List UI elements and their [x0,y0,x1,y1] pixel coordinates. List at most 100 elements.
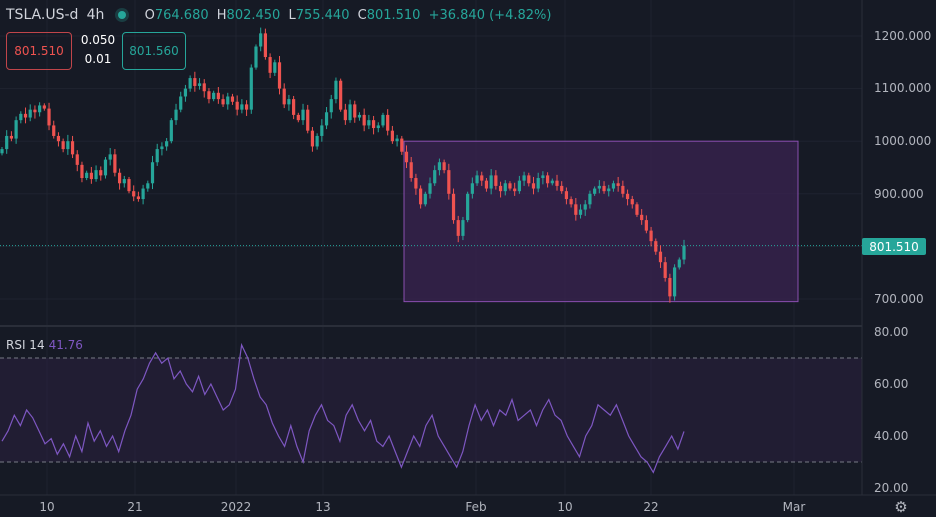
y-tick-label: 700.000 [874,292,924,306]
sell-button[interactable]: 801.510 [6,32,72,70]
symbol-legend: TSLA.US-d 4h O764.680 H802.450 L755.440 … [6,7,551,23]
rsi-legend[interactable]: RSI 14 41.76 [6,338,83,352]
candle-body [593,188,597,194]
candle-body [353,104,357,118]
candle-body [197,83,202,86]
candle-body [541,175,545,179]
candle-body [235,101,239,110]
rsi-tick-label: 40.00 [874,429,909,443]
candle-body [28,109,32,118]
candle-body [635,204,639,215]
candle-body [546,175,550,184]
candle-body [578,209,583,215]
candle-body [292,99,296,115]
x-tick-label: Feb [465,500,487,514]
candle-body [259,33,263,47]
candle-body [306,109,310,131]
candle-body [202,83,206,92]
candle-body [315,135,319,147]
candle-body [47,108,51,126]
candle-body [277,62,282,89]
candle-body [273,62,277,73]
candle-body [672,267,677,297]
candle-body [569,199,573,205]
candle-body [212,92,216,100]
candle-body [150,162,155,184]
low-value: 755.440 [295,8,350,23]
candle-body [644,220,648,231]
candle-body [658,251,663,263]
candle-body [400,138,404,152]
candle-body [117,172,122,184]
interval-label[interactable]: 4h [86,7,105,23]
candle-body [536,178,540,189]
candle-body [0,149,4,154]
candle-body [390,130,394,142]
candle-body [682,245,686,260]
candle-body [38,105,42,113]
candle-body [165,141,169,147]
candle-body [334,80,338,100]
candle-body [94,170,98,180]
candle-body [654,241,658,252]
rsi-tick-label: 60.00 [874,377,909,391]
candle-body [301,109,305,121]
candle-body [461,220,465,236]
candle-body [677,259,681,268]
candle-body [583,204,587,210]
y-tick-label: 1200.000 [874,29,932,43]
high-label: H [216,8,227,23]
candle-body [386,114,390,131]
candle-body [371,120,376,129]
rsi-band-fill [0,358,862,462]
candle-body [249,67,253,110]
lot-size[interactable]: 0.01 [84,52,112,66]
candle-body [329,99,333,113]
candle-body [668,277,672,297]
candle-body [169,120,173,142]
candle-body [607,188,611,192]
candle-body [310,130,315,147]
open-label: O [144,8,155,23]
x-tick-label: 22 [643,500,659,514]
change-value: +36.840 (+4.82%) [428,8,552,23]
rectangle-annotation[interactable] [403,140,799,303]
rsi-line [1,342,685,474]
candle-body [141,188,145,200]
candle-body [475,175,479,184]
candle-body [132,191,136,197]
candle-body [357,114,362,118]
candle-body [550,180,554,184]
candle-body [14,120,18,139]
candle-body [103,159,108,176]
candle-body [240,104,244,110]
candle-body [489,175,493,189]
candle-body [263,33,267,58]
gear-icon[interactable]: ⚙ [894,498,908,516]
candle-body [108,154,112,160]
candle-body [381,114,385,126]
candle-body [433,170,437,184]
symbol-name[interactable]: TSLA.US-d [6,7,79,23]
candle-body [409,162,413,179]
candle-body [216,92,220,100]
candle-body [287,99,291,105]
candle-body [221,99,225,105]
y-tick-label: 900.000 [874,187,924,201]
candle-body [395,138,399,142]
x-tick-label: Mar [782,500,806,514]
open-value: 764.680 [154,8,209,23]
candle-body [630,199,634,205]
buy-button[interactable]: 801.560 [122,32,186,70]
candle-body [428,183,432,194]
candle-body [155,149,159,163]
candle-body [179,96,183,110]
candle-body [470,183,474,194]
candle-body [494,175,498,186]
candle-body [663,262,667,278]
candle-body [19,113,23,121]
candle-body [99,170,103,176]
candle-body [183,88,188,97]
candle-body [404,151,409,163]
